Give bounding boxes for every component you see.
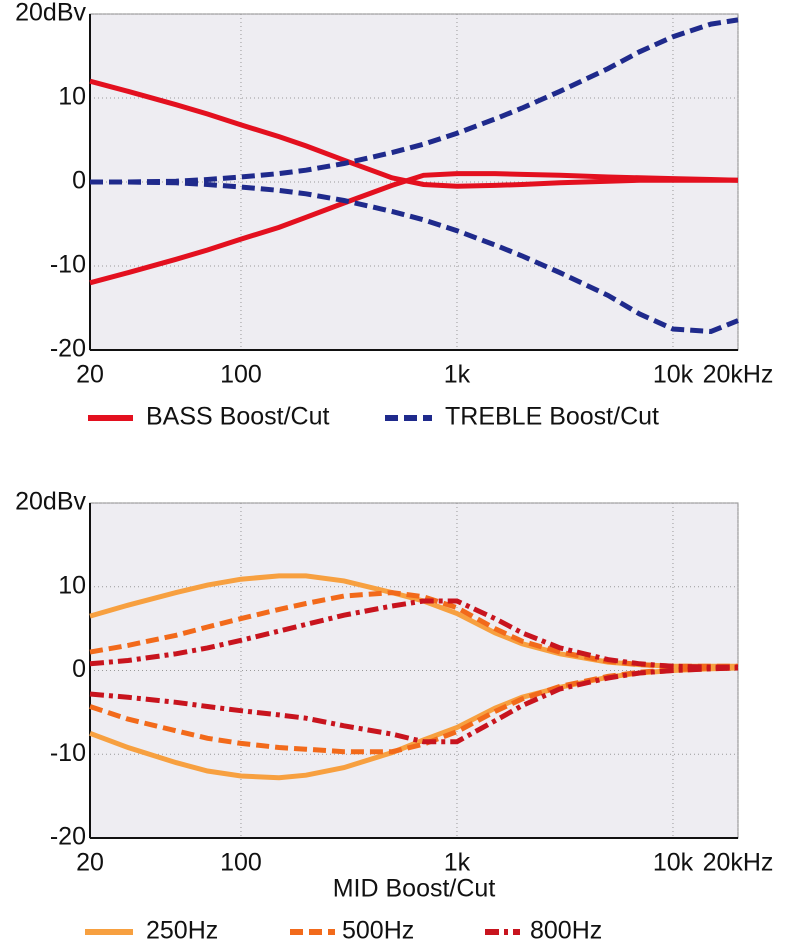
curve (89, 590, 738, 669)
y-tick-label: -20 (50, 823, 86, 851)
y-tick-label: 10 (58, 83, 86, 111)
y-tick-label: 10 (58, 571, 86, 599)
y-tick-label: 20dBv (15, 0, 86, 27)
x-tick-label: 20 (76, 849, 104, 877)
curve (89, 665, 738, 755)
curve (90, 179, 739, 335)
legend-label: 250Hz (146, 917, 218, 945)
x-tick-label: 10k (653, 361, 694, 389)
legend-label: BASS Boost/Cut (146, 403, 329, 431)
curve (89, 598, 738, 670)
legend-label: 800Hz (530, 917, 602, 945)
y-tick-label: 0 (72, 167, 86, 195)
y-tick-label: 20dBv (15, 488, 86, 516)
y-tick-label: -10 (50, 251, 86, 279)
y-tick-label: 0 (72, 655, 86, 683)
x-tick-label: 20 (76, 361, 104, 389)
x-tick-label: 20kHz (703, 849, 774, 877)
curve (89, 665, 739, 745)
legend-label: TREBLE Boost/Cut (445, 403, 659, 431)
curve (90, 17, 739, 185)
x-tick-label: 1k (444, 849, 471, 877)
y-tick-label: -20 (50, 335, 86, 363)
x-axis-label: MID Boost/Cut (333, 875, 496, 903)
y-tick-label: -10 (50, 739, 86, 767)
legend-label: 500Hz (342, 917, 414, 945)
curve (89, 171, 739, 286)
x-tick-label: 100 (220, 361, 262, 389)
x-tick-label: 10k (653, 849, 694, 877)
x-tick-label: 100 (220, 849, 262, 877)
x-tick-label: 1k (444, 361, 471, 389)
x-tick-label: 20kHz (703, 361, 774, 389)
